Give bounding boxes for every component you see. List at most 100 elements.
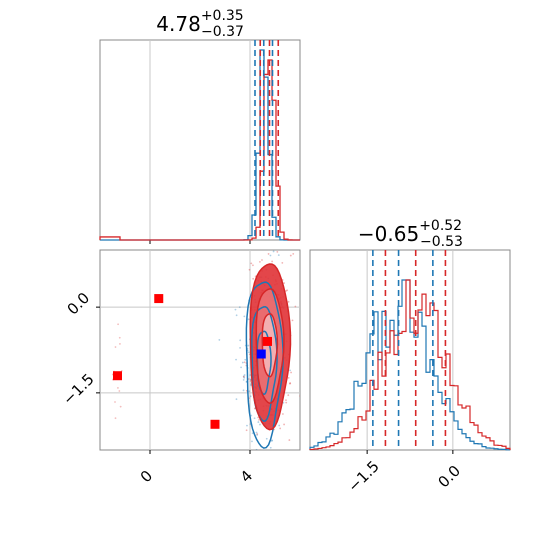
joint-scatter-point xyxy=(258,260,261,263)
joint-scatter-point xyxy=(277,254,280,257)
joint-scatter-point xyxy=(243,315,246,318)
joint-scatter-point xyxy=(245,429,248,432)
joint-scatter-point xyxy=(118,336,121,339)
joint-scatter-point xyxy=(261,259,263,261)
joint-scatter-point xyxy=(281,261,284,264)
joint-scatter-point xyxy=(289,254,292,257)
joint-scatter-point xyxy=(244,358,247,361)
joint-scatter-point xyxy=(289,369,291,372)
joint-scatter-point xyxy=(287,394,290,397)
joint-scatter-point xyxy=(279,474,281,476)
joint-scatter-point xyxy=(249,374,252,376)
joint-contours xyxy=(245,263,292,449)
x-marginal-title-plus: +0.35 xyxy=(201,8,244,24)
y-marginal-title-plus: +0.52 xyxy=(419,218,462,234)
x-marginal-grid xyxy=(149,40,251,244)
joint-scatter-point xyxy=(252,264,254,267)
joint-scatter-point xyxy=(118,390,121,392)
y-marginal-title-minus: −0.53 xyxy=(420,234,463,250)
joint-scatter-point xyxy=(114,417,117,420)
joint-scatter-point xyxy=(256,434,258,436)
joint-scatter-point xyxy=(248,268,251,271)
joint-scatter-point xyxy=(255,431,258,434)
joint-scatter-point xyxy=(238,306,241,309)
x-marginal-quantile-lines xyxy=(254,40,280,240)
joint-scatter-point xyxy=(290,371,293,374)
joint-scatter-point xyxy=(246,466,248,468)
joint-scatter-point xyxy=(267,228,269,230)
joint-scatter-point xyxy=(242,389,245,392)
joint-scatter-point xyxy=(242,375,245,378)
joint-scatter-point xyxy=(283,282,285,284)
joint-scatter-point xyxy=(269,469,271,471)
joint-scatter-point xyxy=(251,440,253,443)
joint-red-contour-line xyxy=(261,313,279,378)
joint-scatter-point xyxy=(119,343,121,345)
joint-scatter-point xyxy=(243,361,246,364)
joint-scatter-point xyxy=(291,319,294,322)
joint-scatter-point xyxy=(250,262,253,265)
joint-scatter-point xyxy=(251,432,254,435)
joint-blue-marker xyxy=(256,349,266,359)
joint-scatter-point xyxy=(218,339,221,341)
joint-scatter-point xyxy=(285,401,288,404)
joint-scatter-point xyxy=(255,448,258,450)
joint-scatter-point xyxy=(283,423,285,426)
joint-scatter-point xyxy=(265,437,268,440)
joint-scatter-point xyxy=(119,405,122,408)
y-marginal-grid xyxy=(366,250,454,450)
x-marginal-title-value: 4.78 xyxy=(156,12,201,36)
joint-red-contour-line xyxy=(255,288,285,404)
joint-scatter-point xyxy=(114,401,116,403)
joint-blue-contour-line xyxy=(251,306,278,422)
y-marginal-frame xyxy=(309,249,511,451)
joint-x-tick-label: 0 xyxy=(137,467,156,486)
joint-scatter-point xyxy=(243,376,246,379)
joint-red-marker xyxy=(154,294,164,304)
joint-scatter-point xyxy=(285,290,287,292)
joint-scatter-point xyxy=(255,466,257,468)
joint-scatter-point xyxy=(250,414,253,417)
joint-red-marker xyxy=(210,419,220,429)
y-marginal-histogram-red xyxy=(309,279,511,451)
joint-scatter-point xyxy=(239,346,241,349)
x-marginal-title: 4.78+0.35 xyxy=(156,8,243,36)
joint-scatter-point xyxy=(256,433,259,435)
joint-scatter-point xyxy=(235,314,238,317)
joint-scatter-point xyxy=(240,366,242,369)
joint-scatter-point xyxy=(257,421,260,423)
joint-y-tick-label: 0.0 xyxy=(64,289,94,319)
joint-scatter-point xyxy=(249,380,252,383)
joint-scatter-point xyxy=(271,439,274,442)
joint-scatter-point xyxy=(243,374,246,376)
joint-scatter-point xyxy=(259,449,262,450)
joint-scatter-point xyxy=(271,260,274,263)
joint-scatter-point xyxy=(281,413,284,415)
joint-scatter-point xyxy=(269,446,272,449)
joint-scatter-point xyxy=(299,395,300,397)
joint-scatter-point xyxy=(289,382,292,384)
joint-scatter-point xyxy=(285,244,287,246)
y-marginal-histograms xyxy=(309,279,511,451)
joint-scatter-point xyxy=(302,282,304,284)
joint-scatter-point xyxy=(249,395,252,398)
joint-scatter-point xyxy=(114,346,117,348)
joint-scatter-point xyxy=(252,277,255,280)
joint-scatter-point xyxy=(258,418,260,421)
joint-scatter-point xyxy=(287,376,290,379)
y-marginal-panel: −1.5 0.0 −0.65+0.52 −0.53 xyxy=(309,218,511,496)
joint-scatter-point xyxy=(270,439,273,442)
joint-scatter-point xyxy=(246,424,248,427)
joint-scatter-point xyxy=(234,308,237,311)
joint-scatter-point xyxy=(117,387,119,389)
joint-scatter-point xyxy=(267,253,270,255)
joint-scatter-point xyxy=(294,305,297,308)
joint-scatter-point xyxy=(235,358,237,361)
joint-scatter-point xyxy=(264,247,266,249)
joint-frame xyxy=(99,249,301,451)
joint-scatter-point xyxy=(287,300,290,303)
joint-y-tick-label: −1.5 xyxy=(59,370,97,408)
joint-scatter-point xyxy=(241,361,244,364)
joint-scatter-point xyxy=(247,318,250,321)
x-marginal-histogram-red xyxy=(99,59,300,241)
